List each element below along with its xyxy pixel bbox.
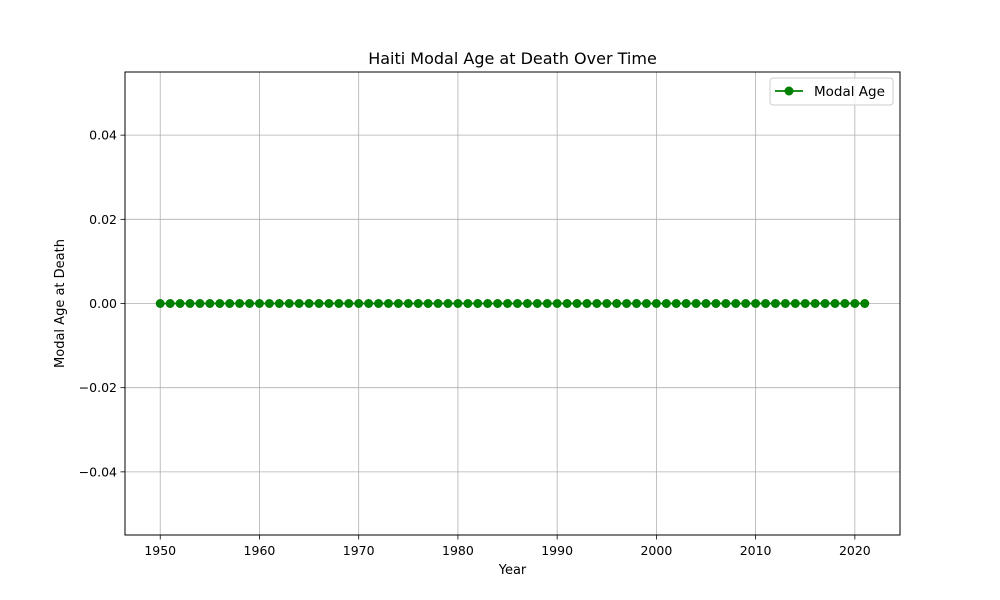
data-point: [850, 299, 860, 308]
data-point: [671, 299, 681, 308]
data-point: [383, 299, 393, 308]
data-point: [711, 299, 721, 308]
data-point: [840, 299, 850, 308]
data-point: [572, 299, 582, 308]
x-tick-label: 1980: [442, 543, 474, 558]
data-point: [592, 299, 602, 308]
x-tick-label: 2020: [839, 543, 871, 558]
x-tick-label: 1960: [244, 543, 276, 558]
data-point: [790, 299, 800, 308]
legend-label-modal-age: Modal Age: [814, 84, 885, 100]
data-point: [542, 299, 552, 308]
data-point: [354, 299, 364, 308]
data-point: [522, 299, 532, 308]
x-tick-label: 1970: [343, 543, 375, 558]
data-point: [622, 299, 632, 308]
data-point: [562, 299, 572, 308]
legend-box: [769, 77, 894, 106]
data-point: [344, 299, 354, 308]
data-point: [235, 299, 245, 308]
data-point: [731, 299, 741, 308]
y-tick-label: −0.04: [79, 464, 117, 479]
data-point: [483, 299, 493, 308]
data-point: [195, 299, 205, 308]
data-point: [830, 299, 840, 308]
data-point: [612, 299, 622, 308]
data-point: [552, 299, 562, 308]
data-point: [215, 299, 225, 308]
legend-marker-sample: [784, 86, 794, 96]
data-point: [681, 299, 691, 308]
data-point: [602, 299, 612, 308]
data-point: [473, 299, 483, 308]
data-point: [284, 299, 294, 308]
data-point: [175, 299, 185, 308]
data-point: [780, 299, 790, 308]
data-point: [512, 299, 522, 308]
data-point: [463, 299, 473, 308]
data-point: [503, 299, 513, 308]
x-tick-label: 1990: [541, 543, 573, 558]
data-point: [413, 299, 423, 308]
chart-title: Haiti Modal Age at Death Over Time: [368, 49, 657, 68]
x-tick-label: 2000: [640, 543, 672, 558]
data-point: [701, 299, 711, 308]
data-point: [274, 299, 284, 308]
data-point: [324, 299, 334, 308]
data-point: [770, 299, 780, 308]
data-point: [651, 299, 661, 308]
data-point: [403, 299, 413, 308]
data-point: [364, 299, 374, 308]
data-point: [691, 299, 701, 308]
data-point: [314, 299, 324, 308]
data-point: [423, 299, 433, 308]
data-point: [810, 299, 820, 308]
data-point: [225, 299, 235, 308]
y-axis-label: Modal Age at Death: [53, 239, 68, 368]
data-point: [860, 299, 870, 308]
x-tick-label: 2010: [740, 543, 772, 558]
axis-ticks: 1950 1960 1970 1980 1990 2000 2010 2020 −0.04 −0.…: [79, 128, 871, 558]
data-point: [751, 299, 761, 308]
data-point: [721, 299, 731, 308]
data-point: [165, 299, 175, 308]
y-tick-label: 0.00: [89, 296, 117, 311]
data-point: [185, 299, 195, 308]
data-point: [264, 299, 274, 308]
data-point: [641, 299, 651, 308]
data-point: [334, 299, 344, 308]
data-point: [493, 299, 503, 308]
y-tick-label: 0.04: [89, 128, 117, 143]
data-point: [661, 299, 671, 308]
y-tick-label: −0.02: [79, 380, 117, 395]
series-layer: [155, 299, 870, 308]
data-point: [761, 299, 771, 308]
data-point: [443, 299, 453, 308]
data-point: [304, 299, 314, 308]
data-point: [532, 299, 542, 308]
data-point: [741, 299, 751, 308]
data-point: [800, 299, 810, 308]
x-tick-label: 1950: [144, 543, 176, 558]
data-point: [820, 299, 830, 308]
data-point: [245, 299, 255, 308]
data-point: [582, 299, 592, 308]
data-point: [374, 299, 384, 308]
data-point: [205, 299, 215, 308]
data-point: [294, 299, 304, 308]
data-point: [393, 299, 403, 308]
data-point: [155, 299, 165, 308]
data-point: [254, 299, 264, 308]
y-tick-label: 0.02: [89, 212, 117, 227]
data-point: [632, 299, 642, 308]
data-point: [433, 299, 443, 308]
data-point: [453, 299, 463, 308]
x-axis-label: Year: [498, 563, 527, 578]
legend: Modal Age: [769, 77, 894, 106]
